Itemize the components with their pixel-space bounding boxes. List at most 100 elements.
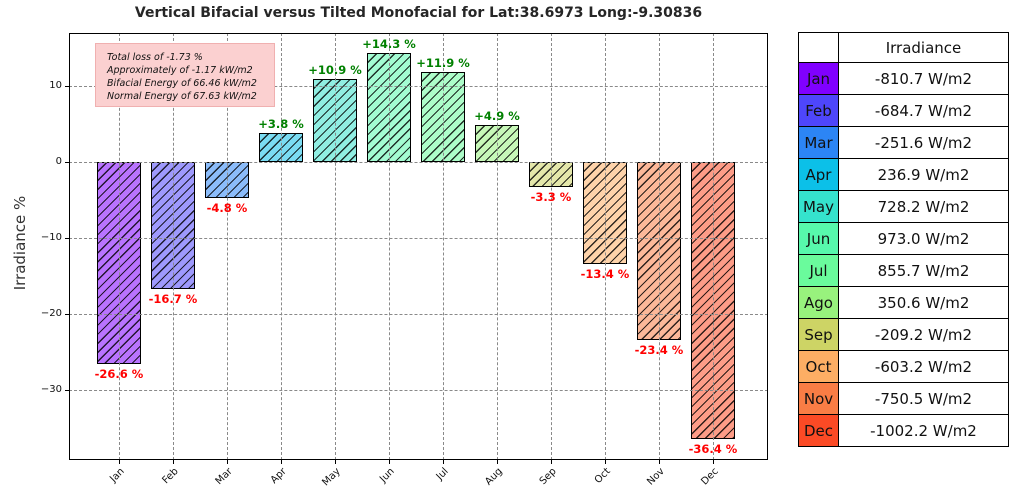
x-tick-mark <box>659 460 660 464</box>
table-value-cell: 855.7 W/m2 <box>838 254 1009 287</box>
bar-value-label-oct: -13.4 % <box>580 266 630 281</box>
y-tick-label: −30 <box>40 384 62 395</box>
x-tick-mark <box>173 460 174 464</box>
table-month-cell: Feb <box>798 94 839 127</box>
h-gridline <box>69 238 768 239</box>
v-gridline <box>550 33 552 460</box>
table-value-cell: 236.9 W/m2 <box>838 158 1009 191</box>
y-tick-mark <box>65 162 69 163</box>
y-tick-mark <box>65 86 69 87</box>
v-gridline <box>226 33 228 460</box>
table-month-cell: Apr <box>798 158 839 191</box>
v-gridline <box>172 33 174 460</box>
table-value-cell: -684.7 W/m2 <box>838 94 1009 127</box>
bar-value-label-dec: -36.4 % <box>688 441 738 456</box>
table-month-cell: Jun <box>798 222 839 255</box>
y-tick-label: −20 <box>40 308 62 319</box>
bar-value-label-aug: +4.9 % <box>474 108 520 123</box>
table-month-cell: Jan <box>798 62 839 95</box>
x-tick-label-jan: Jan <box>108 466 127 485</box>
x-tick-label-sep: Sep <box>537 466 559 488</box>
h-gridline <box>69 86 768 87</box>
y-tick-label: 0 <box>55 156 62 167</box>
table-header-irradiance: Irradiance <box>838 32 1009 63</box>
table-value-cell: 973.0 W/m2 <box>838 222 1009 255</box>
x-tick-label-feb: Feb <box>160 466 181 487</box>
bar-value-label-mar: -4.8 % <box>206 201 248 216</box>
annotation-line-4: Normal Energy of 67.63 kW/m2 <box>107 91 257 102</box>
h-gridline <box>69 390 768 391</box>
table-row-jan: Jan -810.7 W/m2 <box>798 62 1009 95</box>
v-gridline <box>118 33 120 460</box>
table-row-sep: Sep -209.2 W/m2 <box>798 318 1009 351</box>
table-month-cell: Ago <box>798 286 839 319</box>
h-gridline <box>69 314 768 315</box>
table-value-cell: -603.2 W/m2 <box>838 350 1009 383</box>
x-tick-label-oct: Oct <box>592 466 613 487</box>
x-tick-mark <box>713 460 714 464</box>
table-row-may: May 728.2 W/m2 <box>798 190 1009 223</box>
y-tick-mark <box>65 390 69 391</box>
table-month-cell: Sep <box>798 318 839 351</box>
x-tick-label-may: May <box>320 466 343 489</box>
table-month-cell: Jul <box>798 254 839 287</box>
table-value-cell: -810.7 W/m2 <box>838 62 1009 95</box>
table-value-cell: -750.5 W/m2 <box>838 382 1009 415</box>
annotation-line-2: Approximately of -1.17 kW/m2 <box>107 65 253 76</box>
summary-annotation-box: Total loss of -1.73 % Approximately of -1… <box>95 43 275 107</box>
chart-title: Vertical Bifacial versus Tilted Monofaci… <box>134 5 703 21</box>
v-gridline <box>442 33 444 460</box>
table-row-jun: Jun 973.0 W/m2 <box>798 222 1009 255</box>
bar-value-label-sep: -3.3 % <box>530 190 572 205</box>
x-tick-label-nov: Nov <box>645 466 667 488</box>
x-tick-mark <box>389 460 390 464</box>
x-tick-mark <box>227 460 228 464</box>
table-row-apr: Apr 236.9 W/m2 <box>798 158 1009 191</box>
y-tick-mark <box>65 314 69 315</box>
x-tick-mark <box>119 460 120 464</box>
y-tick-label: −10 <box>40 232 62 243</box>
v-gridline <box>604 33 606 460</box>
y-tick-mark <box>65 238 69 239</box>
table-value-cell: -1002.2 W/m2 <box>838 414 1009 447</box>
x-tick-label-jul: Jul <box>434 466 451 483</box>
annotation-line-3: Bifacial Energy of 66.46 kW/m2 <box>107 78 257 89</box>
v-gridline <box>280 33 282 460</box>
y-axis-label: Irradiance % <box>11 195 29 291</box>
irradiance-table: Irradiance Jan -810.7 W/m2 Feb -684.7 W/m2 M… <box>798 32 1009 447</box>
table-month-cell: Mar <box>798 126 839 159</box>
x-tick-mark <box>443 460 444 464</box>
bar-value-label-feb: -16.7 % <box>148 291 198 306</box>
table-month-cell: May <box>798 190 839 223</box>
y-tick-label: 10 <box>49 80 62 91</box>
table-row-nov: Nov -750.5 W/m2 <box>798 382 1009 415</box>
table-value-cell: 728.2 W/m2 <box>838 190 1009 223</box>
v-gridline <box>658 33 660 460</box>
bar-value-label-jul: +11.9 % <box>416 55 470 70</box>
table-month-cell: Dec <box>798 414 839 447</box>
table-row-oct: Oct -603.2 W/m2 <box>798 350 1009 383</box>
table-row-mar: Mar -251.6 W/m2 <box>798 126 1009 159</box>
table-month-cell: Oct <box>798 350 839 383</box>
x-tick-mark <box>551 460 552 464</box>
x-tick-label-jun: Jun <box>377 466 397 485</box>
table-corner-spacer <box>798 32 839 63</box>
x-tick-label-aug: Aug <box>483 466 505 488</box>
v-gridline <box>712 33 714 460</box>
v-gridline <box>334 33 336 460</box>
v-gridline <box>388 33 390 460</box>
x-tick-mark <box>281 460 282 464</box>
table-header-row: Irradiance <box>798 32 1009 63</box>
v-gridline <box>496 33 498 460</box>
x-tick-label-dec: Dec <box>699 466 721 488</box>
x-tick-mark <box>335 460 336 464</box>
table-value-cell: 350.6 W/m2 <box>838 286 1009 319</box>
bar-value-label-may: +10.9 % <box>308 63 362 78</box>
bar-value-label-nov: -23.4 % <box>634 342 684 357</box>
table-value-cell: -209.2 W/m2 <box>838 318 1009 351</box>
bar-value-label-apr: +3.8 % <box>258 117 304 132</box>
table-row-dec: Dec -1002.2 W/m2 <box>798 414 1009 447</box>
bar-value-label-jan: -26.6 % <box>94 367 144 382</box>
plot-area: Total loss of -1.73 % Approximately of -1… <box>69 33 768 460</box>
